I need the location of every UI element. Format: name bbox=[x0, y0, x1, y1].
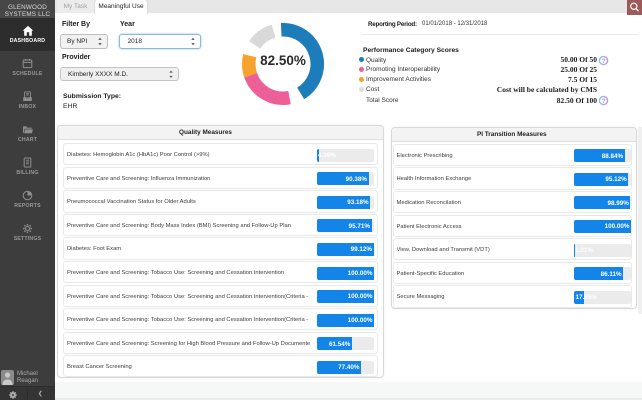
svg-text:?: ? bbox=[602, 98, 606, 105]
svg-text:?: ? bbox=[602, 57, 606, 64]
